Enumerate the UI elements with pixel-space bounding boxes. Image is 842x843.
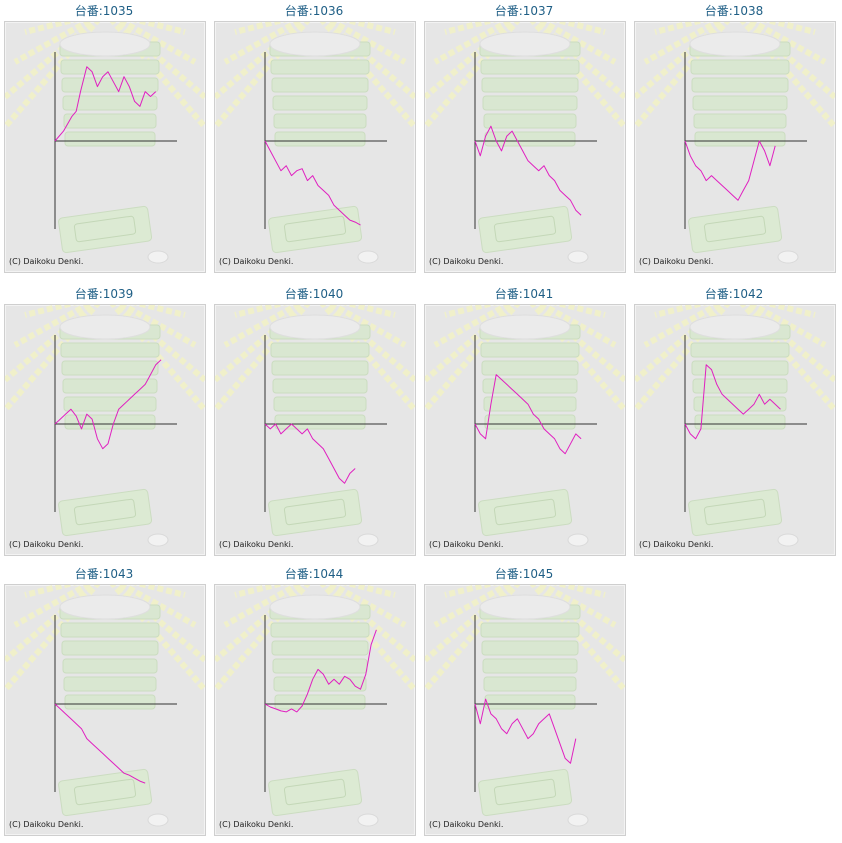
line-chart: [425, 305, 625, 547]
chart-title: 台番:1043: [74, 567, 134, 581]
chart-frame: (C) Daikoku Denki.: [214, 584, 416, 836]
data-series-line: [264, 629, 377, 713]
chart-frame: (C) Daikoku Denki.: [4, 304, 206, 556]
chart-title: 台番:1042: [704, 287, 764, 301]
data-series-line: [54, 703, 146, 784]
chart-title: 台番:1038: [704, 4, 764, 18]
line-chart: [425, 585, 625, 827]
line-chart: [215, 22, 415, 264]
copyright-label: (C) Daikoku Denki.: [429, 257, 504, 266]
line-chart: [5, 305, 205, 547]
background-art: [635, 305, 835, 547]
copyright-label: (C) Daikoku Denki.: [219, 820, 294, 829]
chart-frame: (C) Daikoku Denki.: [214, 304, 416, 556]
chart-frame: (C) Daikoku Denki.: [424, 304, 626, 556]
chart-title: 台番:1039: [74, 287, 134, 301]
chart-panel: 台番:1042 (C) Daikoku Denki.: [632, 283, 836, 558]
line-chart: [5, 22, 205, 264]
copyright-label: (C) Daikoku Denki.: [639, 540, 714, 549]
data-series-line: [264, 140, 361, 226]
data-series-line: [474, 698, 577, 764]
data-series-line: [474, 374, 582, 455]
chart-title: 台番:1044: [284, 567, 344, 581]
line-chart: [635, 22, 835, 264]
background-art: [5, 22, 205, 264]
chart-title: 台番:1035: [74, 4, 134, 18]
data-series-line: [684, 140, 776, 201]
chart-panel: 台番:1041 (C) Daikoku Denki.: [422, 283, 626, 558]
chart-panel: 台番:1045 (C) Daikoku Denki.: [422, 563, 626, 838]
copyright-label: (C) Daikoku Denki.: [429, 540, 504, 549]
chart-panel: 台番:1036 (C) Daikoku Denki.: [212, 0, 416, 275]
background-art: [635, 22, 835, 264]
background-art: [425, 22, 625, 264]
data-series-line: [54, 359, 162, 450]
background-art: [5, 305, 205, 547]
background-art: [5, 585, 205, 827]
background-art: [215, 585, 415, 827]
chart-panel: 台番:1043 (C) Daikoku Denki.: [2, 563, 206, 838]
background-art: [215, 305, 415, 547]
chart-panel: 台番:1040 (C) Daikoku Denki.: [212, 283, 416, 558]
chart-frame: (C) Daikoku Denki.: [424, 21, 626, 273]
chart-panel: 台番:1044 (C) Daikoku Denki.: [212, 563, 416, 838]
chart-title: 台番:1041: [494, 287, 554, 301]
chart-panel: 台番:1038 (C) Daikoku Denki.: [632, 0, 836, 275]
copyright-label: (C) Daikoku Denki.: [9, 540, 84, 549]
background-art: [425, 305, 625, 547]
copyright-label: (C) Daikoku Denki.: [219, 540, 294, 549]
chart-panel: 台番:1039 (C) Daikoku Denki.: [2, 283, 206, 558]
copyright-label: (C) Daikoku Denki.: [219, 257, 294, 266]
chart-panel: 台番:1037 (C) Daikoku Denki.: [422, 0, 626, 275]
data-series-line: [54, 66, 157, 142]
data-series-line: [684, 364, 781, 440]
chart-title: 台番:1040: [284, 287, 344, 301]
copyright-label: (C) Daikoku Denki.: [639, 257, 714, 266]
chart-title: 台番:1045: [494, 567, 554, 581]
chart-panel: 台番:1035 (C) Daikoku Denki.: [2, 0, 206, 275]
chart-frame: (C) Daikoku Denki.: [634, 21, 836, 273]
chart-frame: (C) Daikoku Denki.: [4, 21, 206, 273]
chart-title: 台番:1037: [494, 4, 554, 18]
chart-frame: (C) Daikoku Denki.: [4, 584, 206, 836]
background-art: [215, 22, 415, 264]
chart-title: 台番:1036: [284, 4, 344, 18]
chart-frame: (C) Daikoku Denki.: [214, 21, 416, 273]
chart-frame: (C) Daikoku Denki.: [634, 304, 836, 556]
chart-frame: (C) Daikoku Denki.: [424, 584, 626, 836]
data-series-line: [474, 125, 582, 216]
line-chart: [5, 585, 205, 827]
line-chart: [425, 22, 625, 264]
copyright-label: (C) Daikoku Denki.: [429, 820, 504, 829]
line-chart: [215, 305, 415, 547]
copyright-label: (C) Daikoku Denki.: [9, 820, 84, 829]
line-chart: [215, 585, 415, 827]
copyright-label: (C) Daikoku Denki.: [9, 257, 84, 266]
background-art: [425, 585, 625, 827]
line-chart: [635, 305, 835, 547]
data-series-line: [264, 423, 356, 484]
